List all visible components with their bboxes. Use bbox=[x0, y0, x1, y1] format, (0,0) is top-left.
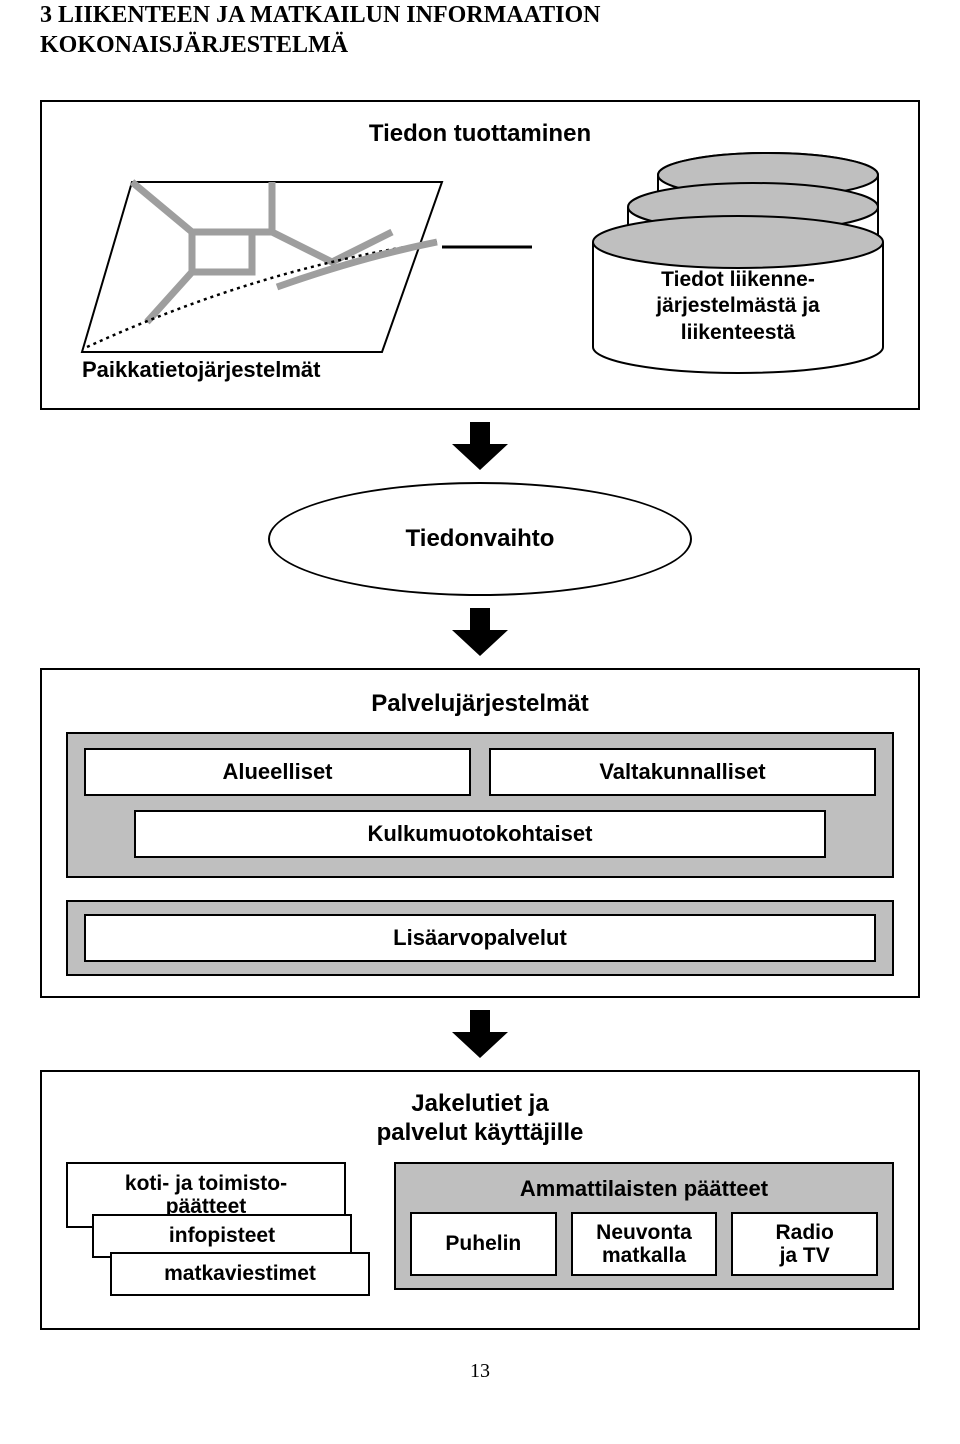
alueelliset-box: Alueelliset bbox=[84, 748, 471, 796]
matkaviestimet-box: matkaviestimet bbox=[110, 1252, 370, 1296]
arrow-1 bbox=[40, 422, 920, 470]
valtakunnalliset-box: Valtakunnalliset bbox=[489, 748, 876, 796]
paikkatieto-label: Paikkatietojärjestelmät bbox=[82, 357, 320, 383]
puhelin-box: Puhelin bbox=[410, 1212, 557, 1276]
heading-line2: KOKONAISJÄRJESTELMÄ bbox=[40, 32, 348, 58]
map-icon bbox=[72, 172, 452, 372]
box4-right-panel: Ammattilaisten päätteet Puhelin Neuvonta… bbox=[394, 1162, 894, 1290]
tiedot-label: Tiedot liikenne-järjestelmästä ja liiken… bbox=[628, 267, 848, 346]
palvelu-row1: Alueelliset Valtakunnalliset bbox=[84, 748, 876, 796]
box4-title-line2: palvelut käyttäjille bbox=[377, 1119, 584, 1146]
lisaarvo-graybox: Lisäarvopalvelut bbox=[66, 900, 894, 976]
box-jakelutiet: Jakelutiet ja palvelut käyttäjille koti-… bbox=[40, 1070, 920, 1330]
arrow-3 bbox=[40, 1010, 920, 1058]
neuvonta-box: Neuvonta matkalla bbox=[571, 1212, 718, 1276]
database-stack: Tiedot liikenne-järjestelmästä ja liiken… bbox=[558, 147, 888, 382]
box4-left-stack: koti- ja toimisto- päätteet infopisteet … bbox=[66, 1162, 366, 1302]
box3-title: Palvelujärjestelmät bbox=[66, 690, 894, 718]
page: 3 LIIKENTEEN JA MATKAILUN INFORMAATION K… bbox=[0, 0, 960, 1423]
radio-box: Radio ja TV bbox=[731, 1212, 878, 1276]
radio-line1: Radio bbox=[776, 1221, 834, 1244]
neuvonta-line1: Neuvonta bbox=[596, 1221, 692, 1244]
section-heading: 3 LIIKENTEEN JA MATKAILUN INFORMAATION K… bbox=[40, 0, 920, 60]
arrow-down-icon bbox=[450, 1010, 510, 1058]
lisaarvo-box: Lisäarvopalvelut bbox=[84, 914, 876, 962]
ammattilaisten-label: Ammattilaisten päätteet bbox=[410, 1176, 878, 1202]
koti-line1: koti- ja toimisto- bbox=[125, 1172, 287, 1195]
neuvonta-line2: matkalla bbox=[602, 1244, 686, 1267]
exchange-row: Tiedonvaihto bbox=[40, 482, 920, 596]
page-number: 13 bbox=[40, 1360, 920, 1383]
radio-line2: ja TV bbox=[780, 1244, 830, 1267]
box-palvelujarjestelma: Palvelujärjestelmät Alueelliset Valtakun… bbox=[40, 668, 920, 998]
box1-title: Tiedon tuottaminen bbox=[64, 120, 896, 148]
palvelu-graybox: Alueelliset Valtakunnalliset Kulkumuotok… bbox=[66, 732, 894, 878]
arrow-down-icon bbox=[450, 608, 510, 656]
arrow-2 bbox=[40, 608, 920, 656]
map-figure bbox=[72, 172, 452, 377]
tiedonvaihto-ellipse: Tiedonvaihto bbox=[268, 482, 692, 596]
box4-columns: koti- ja toimisto- päätteet infopisteet … bbox=[66, 1162, 894, 1302]
arrow-down-icon bbox=[450, 422, 510, 470]
tiedot-label-text: Tiedot liikenne-järjestelmästä ja liiken… bbox=[656, 268, 819, 344]
box4-title: Jakelutiet ja palvelut käyttäjille bbox=[66, 1090, 894, 1148]
box4-title-line1: Jakelutiet ja bbox=[411, 1090, 548, 1117]
box-tiedon-tuottaminen: Tiedon tuottaminen Paikkatietojärjestelm… bbox=[40, 100, 920, 410]
box4-right-row: Puhelin Neuvonta matkalla Radio ja TV bbox=[410, 1212, 878, 1276]
connector-line-icon bbox=[442, 242, 532, 252]
kulkumuoto-box: Kulkumuotokohtaiset bbox=[134, 810, 826, 858]
heading-line1: 3 LIIKENTEEN JA MATKAILUN INFORMAATION bbox=[40, 2, 601, 28]
